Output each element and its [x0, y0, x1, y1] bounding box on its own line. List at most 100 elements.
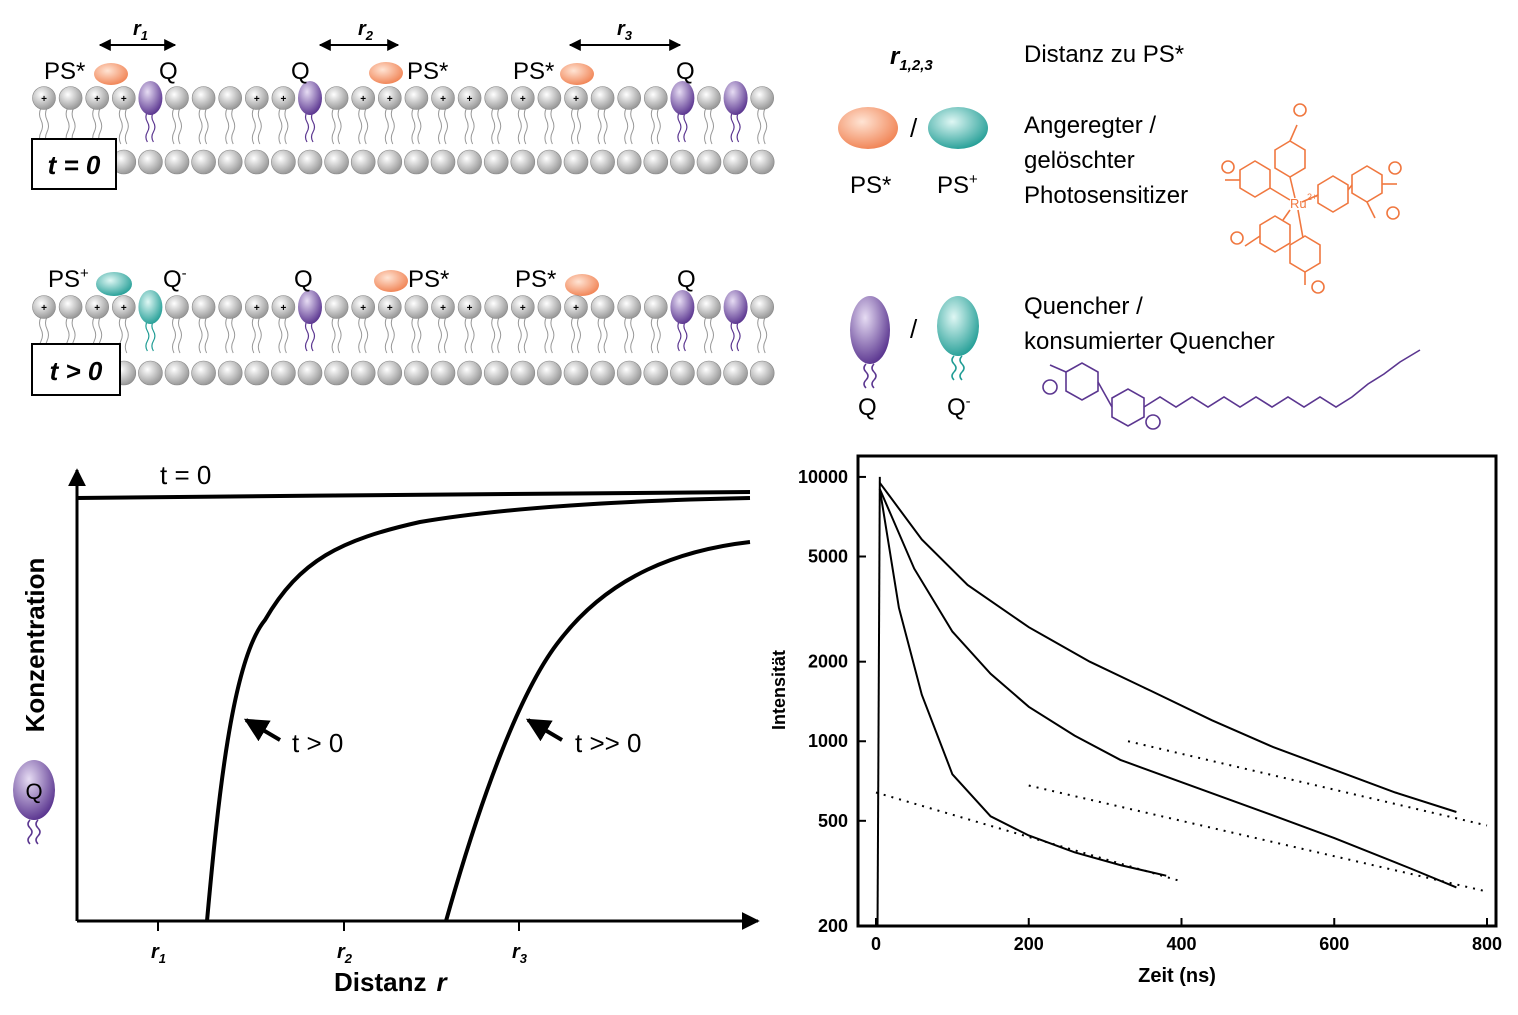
lipid-head	[112, 295, 136, 319]
lipid-head	[377, 149, 403, 175]
charge-plus: +	[440, 303, 446, 314]
lipid-head	[404, 149, 429, 175]
tick-r1: r1	[151, 941, 166, 966]
lipid-head	[564, 295, 588, 319]
lipid-head	[164, 360, 190, 386]
ps-oxidized-icon	[928, 107, 988, 149]
legend-q-desc: Quencher / konsumierter Quencher	[1024, 293, 1275, 355]
x-tick-label: 800	[1472, 934, 1502, 954]
lipid-head	[563, 149, 589, 175]
lipid-head	[749, 360, 775, 386]
lipid-tail	[704, 316, 714, 354]
lipid-head	[510, 360, 536, 386]
curve-t0	[76, 490, 751, 500]
lipid-tail	[544, 107, 555, 145]
lipid-head	[430, 360, 456, 386]
membrane-bottom-labels: PS+ Q- Q PS* PS* Q	[48, 265, 696, 293]
lipid-head	[723, 360, 748, 386]
label-ps-star: PS*	[408, 266, 449, 293]
decay-series-1	[878, 488, 1167, 877]
time-box-bottom	[31, 343, 121, 396]
conc-ylabel: Konzentration	[20, 558, 50, 733]
lipid-head	[510, 295, 535, 319]
conc-xlabel: Distanz r	[334, 967, 448, 997]
ps-oxidized-molecule	[96, 272, 132, 296]
lipid-tail	[331, 107, 342, 145]
x-tick-label: 0	[871, 934, 881, 954]
y-tick-label: 500	[818, 811, 848, 831]
quencher-molecule	[670, 81, 695, 115]
lipid-head	[112, 86, 136, 110]
charge-plus: +	[94, 94, 100, 105]
lipid-head	[58, 295, 83, 319]
lipid-head	[483, 360, 509, 386]
quencher-molecule	[723, 81, 748, 115]
concentration-plot: Konzentration Distanz r Q r1 r2 r3 t = 0 …	[13, 460, 760, 997]
lipid-tail	[411, 316, 422, 354]
lipid-tail	[571, 107, 581, 145]
quencher-molecule	[723, 290, 748, 324]
y-tick-label: 5000	[808, 546, 848, 566]
lipid-tail	[118, 107, 129, 145]
legend: r1,2,3 Distanz zu PS* / PS* PS+ Angeregt…	[838, 41, 1275, 421]
lipid-tail	[198, 316, 209, 354]
lipid-tail	[517, 316, 528, 354]
r2-label: r2	[358, 18, 374, 43]
ps-excited-molecule	[94, 63, 128, 85]
legend-slash: /	[910, 314, 918, 344]
ru-complex-structure: Ru 2+	[1221, 103, 1402, 294]
ps-excited-molecule	[560, 63, 594, 85]
charge-plus: +	[387, 94, 393, 105]
x-tick-label: 200	[1014, 934, 1044, 954]
label-q: Q	[291, 58, 310, 85]
lipid-tail	[491, 316, 502, 354]
ps-excited-icon	[838, 107, 898, 149]
r1-label: r1	[133, 18, 148, 43]
lipid-head	[590, 295, 615, 319]
lipid-tail	[172, 107, 182, 145]
lipid-head	[404, 295, 429, 319]
quencher-molecule	[298, 290, 322, 324]
label-q: Q	[159, 58, 178, 85]
x-tick-label: 600	[1319, 934, 1349, 954]
tick-r2: r2	[337, 941, 353, 966]
lipid-head	[58, 86, 83, 110]
time-label-bottom: t > 0	[50, 356, 103, 386]
lipid-head	[324, 295, 349, 319]
label-ps-star: PS*	[407, 58, 448, 85]
quencher-tail	[730, 111, 741, 143]
lipid-head	[217, 360, 243, 386]
viologen-quencher-structure	[1042, 349, 1421, 430]
decay-xlabel: Zeit (ns)	[1138, 965, 1216, 987]
charge-plus: +	[573, 94, 579, 105]
lipid-head	[32, 295, 56, 319]
quencher-molecule	[298, 81, 322, 115]
arrow-t-gg-0	[525, 718, 564, 742]
legend-ps-excited: PS*	[850, 172, 891, 199]
lipid-head	[590, 86, 615, 110]
r3-label: r3	[617, 18, 633, 43]
lipid-tail	[464, 316, 475, 354]
lipid-head	[590, 360, 615, 386]
lipid-head	[138, 149, 163, 175]
lipid-head	[670, 149, 695, 175]
charge-plus: +	[573, 303, 579, 314]
label-q-minus: Q-	[163, 265, 187, 293]
quencher-icon	[850, 296, 890, 389]
lipid-head	[271, 360, 296, 386]
quencher-tail	[304, 320, 316, 352]
lipid-tail	[517, 107, 528, 145]
lipid-head	[696, 149, 722, 175]
lipid-head	[85, 86, 109, 110]
quencher-tail	[304, 111, 316, 143]
lipid-tail	[624, 316, 635, 354]
legend-ps-desc: Angeregter / gelöschter Photosensitizer	[1024, 112, 1188, 209]
lipid-head	[404, 86, 429, 110]
lipid-tail	[198, 107, 209, 145]
decay-frame	[856, 454, 1498, 928]
lipid-head	[537, 360, 562, 386]
lipid-tail	[650, 107, 661, 145]
lipid-head	[670, 360, 695, 386]
charge-plus: +	[41, 303, 47, 314]
